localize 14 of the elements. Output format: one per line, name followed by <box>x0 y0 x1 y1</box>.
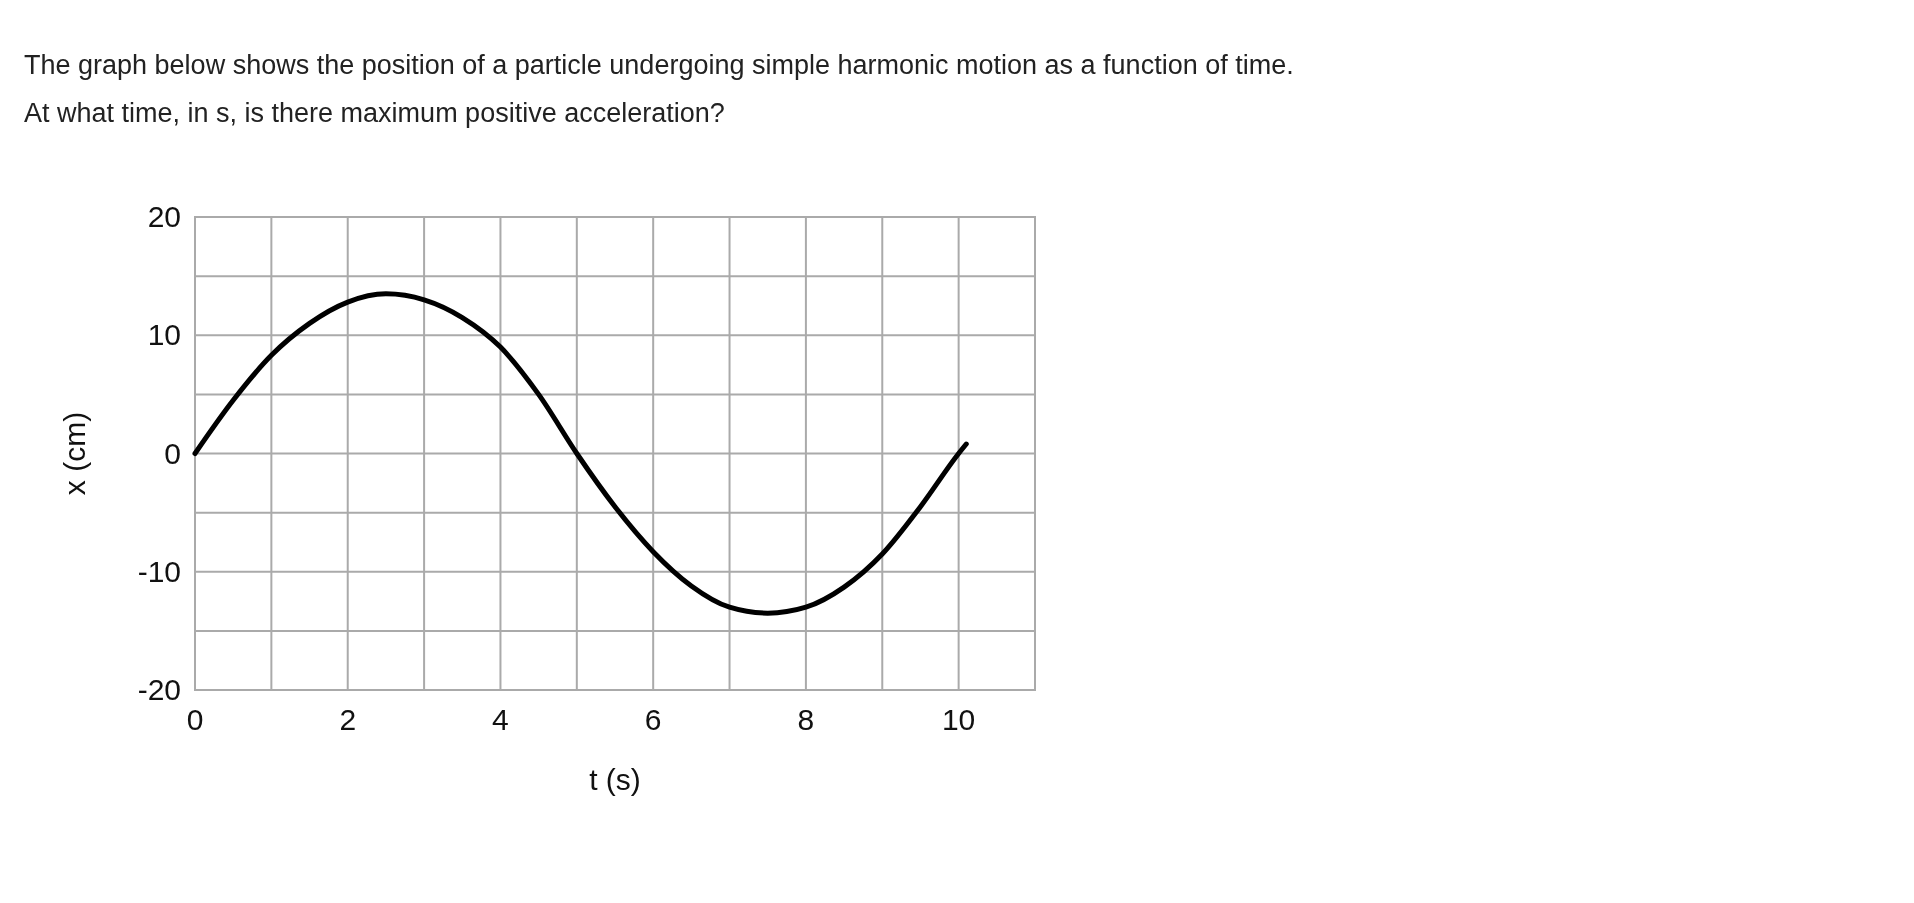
y-tick-label: -20 <box>137 673 181 706</box>
y-axis-title: x (cm) <box>58 411 91 496</box>
chart-title: The graph below shows the position of a particle undergoing simple harmonic motion as a function of time. At what time, in s, is there maximum positive acceleration? <box>24 50 1294 128</box>
x-tick-label: 2 <box>339 703 357 736</box>
x-tick-label: 10 <box>941 703 976 736</box>
x-tick-label: 4 <box>492 703 509 736</box>
y-tick-label: -10 <box>137 554 181 588</box>
x-axis-title: t (s) <box>589 763 641 796</box>
x-tick-label: 0 <box>186 703 204 736</box>
y-tick-label: 0 <box>164 436 181 470</box>
y-tick-label: 20 <box>147 200 181 233</box>
y-tick-label: 10 <box>147 318 181 352</box>
x-tick-label: 8 <box>797 703 815 736</box>
x-tick-label: 6 <box>644 703 662 736</box>
